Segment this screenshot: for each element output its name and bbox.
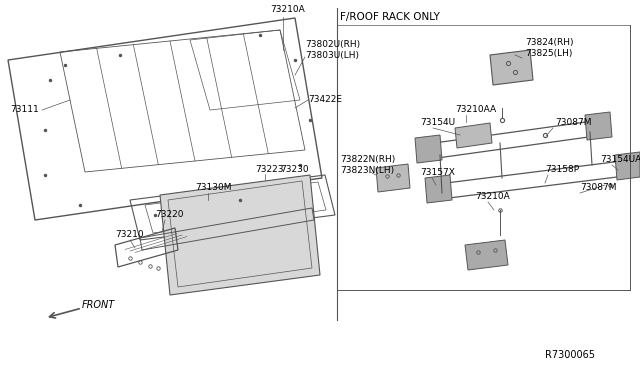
Polygon shape <box>415 135 442 163</box>
Polygon shape <box>376 164 410 192</box>
Text: 73087M: 73087M <box>580 183 616 192</box>
Polygon shape <box>455 123 492 148</box>
Text: 73223: 73223 <box>255 165 284 174</box>
Polygon shape <box>585 112 612 140</box>
Text: F/ROOF RACK ONLY: F/ROOF RACK ONLY <box>340 12 440 22</box>
Text: 73822N(RH): 73822N(RH) <box>340 155 396 164</box>
Text: 73823N(LH): 73823N(LH) <box>340 166 394 175</box>
Text: 73825(LH): 73825(LH) <box>525 49 572 58</box>
Text: 73422E: 73422E <box>308 95 342 104</box>
Text: FRONT: FRONT <box>82 300 115 310</box>
Polygon shape <box>615 152 640 180</box>
Text: 73154U: 73154U <box>420 118 455 127</box>
Text: 73154UA: 73154UA <box>600 155 640 164</box>
Text: 73158P: 73158P <box>545 165 579 174</box>
Polygon shape <box>490 50 533 85</box>
Text: 73230: 73230 <box>280 165 308 174</box>
Text: 73802U(RH): 73802U(RH) <box>305 40 360 49</box>
Polygon shape <box>160 175 320 295</box>
Text: 73803U(LH): 73803U(LH) <box>305 51 359 60</box>
Text: 73157X: 73157X <box>420 168 455 177</box>
Text: 73210AA: 73210AA <box>455 105 496 114</box>
Polygon shape <box>465 240 508 270</box>
Text: 73210: 73210 <box>115 230 143 239</box>
Text: 73087M: 73087M <box>555 118 591 127</box>
Text: R7300065: R7300065 <box>545 350 595 360</box>
Text: 73210A: 73210A <box>475 192 509 201</box>
Polygon shape <box>425 175 452 203</box>
Text: 73210A: 73210A <box>270 5 305 14</box>
Text: 73824(RH): 73824(RH) <box>525 38 573 47</box>
Text: 73130M: 73130M <box>195 183 232 192</box>
Text: 73111: 73111 <box>10 106 39 115</box>
Text: 73220: 73220 <box>155 210 184 219</box>
